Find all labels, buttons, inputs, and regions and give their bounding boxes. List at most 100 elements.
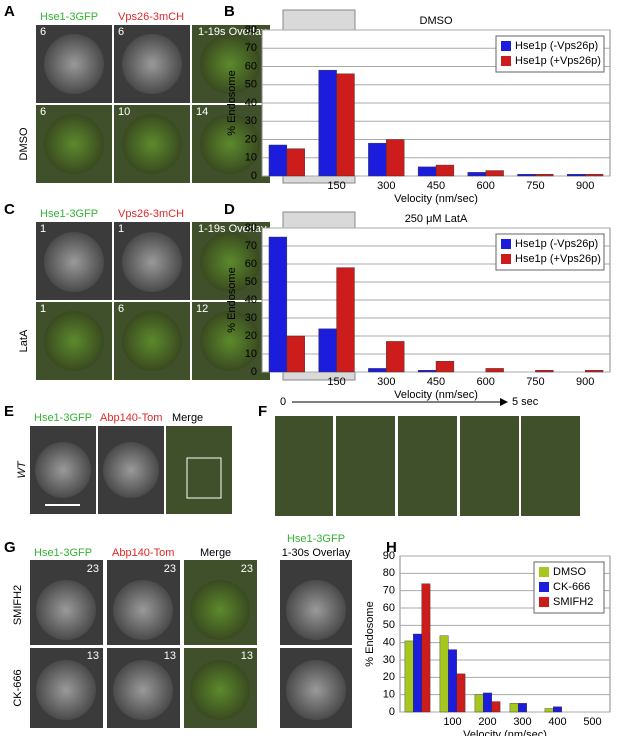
bar [448,649,457,713]
bar [368,368,387,373]
bar [553,706,562,713]
y-tick-label: 0 [389,706,395,718]
cell [35,442,91,498]
y-tick-label: 0 [251,170,257,182]
legend-box [495,233,605,271]
channel-label: Hse1-3GFP [40,208,98,220]
x-tick-label: 750 [526,180,544,192]
y-tick-label: 20 [245,133,257,145]
channel-label: Hse1-3GFP [34,412,92,424]
x-tick-label: 900 [576,180,594,192]
bar [535,370,554,373]
frame-number: 12 [196,303,208,315]
y-tick-label: 20 [245,330,257,342]
bar [467,172,486,177]
bar [439,635,449,713]
bar [413,633,422,713]
zoom-box [186,457,222,499]
bar [435,361,455,373]
y-tick-label: 60 [245,258,257,270]
strain-label: WT [16,460,28,478]
channel-label: Vps26-3mCH [118,208,184,220]
channel-label: Vps26-3mCH [118,11,184,23]
bar [286,335,305,373]
frame-number: 10 [118,106,130,118]
panel-label: H [386,539,397,556]
y-tick-label: 70 [245,240,257,252]
cell [200,311,260,371]
frame-number: 1 [40,303,46,315]
bar [386,341,405,373]
bar [318,69,337,177]
bar [483,692,492,713]
bar [456,673,466,713]
image [521,416,580,516]
y-tick-label: 70 [383,585,395,597]
bar [485,368,504,373]
bar [417,370,437,373]
condition-label: CK-666 [12,669,24,706]
frame-number: 6 [118,303,124,315]
bar [535,173,554,177]
cell [190,660,250,720]
legend-swatch [539,582,549,592]
legend-label: Hse1p (-Vps26p) [515,238,598,250]
channel-label: 1-19s Overlay [198,223,267,235]
y-tick-label: 10 [245,152,257,164]
legend-swatch [539,567,549,577]
cell [44,34,104,94]
x-tick-label: 150 [327,180,345,192]
channel-label: Abp140-Tom [100,412,162,424]
y-tick-label: 60 [383,602,395,614]
cell [44,232,104,292]
y-tick-label: 30 [245,115,257,127]
chart-title: 250 μM LatA [405,213,468,225]
y-tick-label: 70 [245,42,257,54]
cell [44,311,104,371]
frame-number: 13 [87,650,99,662]
cell [200,34,260,94]
cell [113,660,173,720]
cell [122,232,182,292]
frame-number: 1 [118,223,124,235]
y-axis-label: % Endosome [226,267,238,332]
frame-number: 23 [87,563,99,575]
image [336,416,395,516]
cell [122,34,182,94]
panel-label: B [224,3,235,20]
legend-swatch [501,254,511,264]
y-tick-label: 80 [383,567,395,579]
bar [336,267,355,373]
bar [435,164,455,177]
frame-number: 14 [196,106,208,118]
bar [517,173,536,177]
x-tick-label: 100 [443,716,461,728]
cell [122,311,182,371]
bar [417,166,437,177]
time-end: 5 sec [512,396,539,408]
cell [36,660,96,720]
frame-number: 6 [40,26,46,38]
frame-number: 23 [241,563,253,575]
arrow-head [500,398,508,406]
cell [103,442,159,498]
condition-label: LatA [18,329,30,352]
bar [544,708,554,713]
y-tick-label: 40 [245,97,257,109]
bar [404,640,414,713]
panel-label: F [258,403,267,420]
bar [518,703,527,713]
frame-number: 6 [40,106,46,118]
cell [36,580,96,640]
y-axis-label: % Endosome [226,70,238,135]
y-tick-label: 50 [383,619,395,631]
legend-swatch [501,56,511,66]
cell [122,114,182,174]
x-tick-label: 400 [548,716,566,728]
bar [286,148,305,177]
x-axis-label: Velocity (nm/sec) [463,729,547,736]
x-tick-label: 450 [427,376,445,388]
bar [368,142,387,177]
panel-label: D [224,201,235,218]
cell [200,232,260,292]
